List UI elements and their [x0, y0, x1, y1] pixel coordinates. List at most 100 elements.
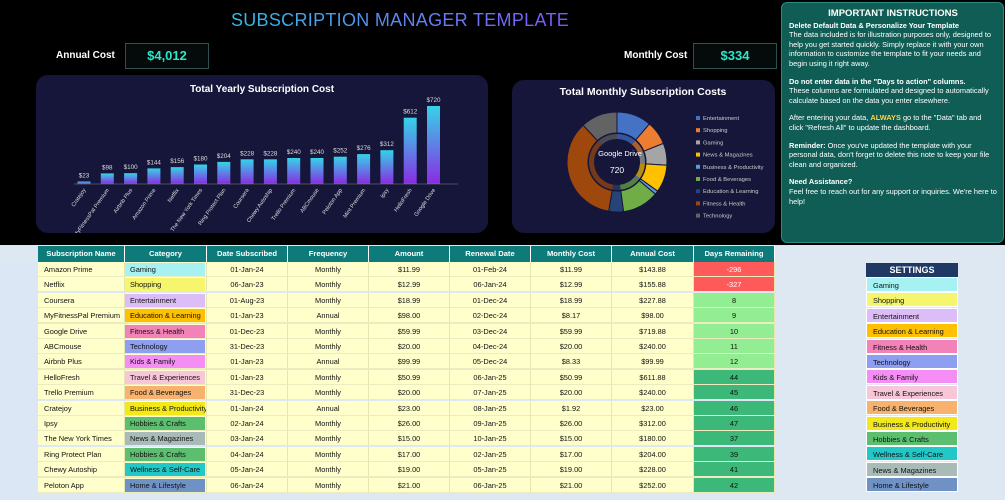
value-label: $204 [217, 153, 232, 160]
heading: Need Assistance? [789, 177, 853, 187]
table-cell: 41 [694, 462, 775, 478]
category-tag: Business & Productivity [125, 401, 206, 415]
category-tag: Gaming [125, 263, 205, 276]
table-cell: 05-Jan-25 [450, 462, 531, 478]
table-cell: $143.88 [612, 262, 694, 277]
category-cell: News & Magazines [125, 431, 207, 447]
table-cell: Annual [288, 400, 369, 416]
category-cell: Education & Learning [125, 308, 207, 324]
settings-title: SETTINGS [866, 263, 958, 277]
table-cell: $11.99 [531, 262, 612, 277]
category-tag: Travel & Experiences [125, 370, 205, 384]
table-cell: $17.00 [369, 446, 450, 462]
table-cell: $19.00 [531, 462, 612, 478]
table-cell: $180.00 [612, 431, 694, 447]
category-tag: Hobbies & Crafts [125, 447, 205, 461]
table-cell: Coursera [38, 292, 125, 308]
legend-swatch [696, 201, 700, 206]
value-label: $144 [147, 159, 162, 166]
table-cell: $23.00 [612, 400, 694, 416]
bar [310, 158, 324, 184]
table-cell: $19.00 [369, 462, 450, 478]
table-cell: 02-Jan-24 [207, 416, 288, 431]
table-cell: MyFitnessPal Premium [38, 308, 125, 324]
table-cell: -296 [694, 262, 775, 277]
table-cell: 06-Jan-23 [207, 277, 288, 293]
bar [333, 156, 347, 184]
table-cell: 03-Jan-24 [207, 431, 288, 447]
annual-cost-label: Annual Cost [56, 50, 115, 61]
category-cell: Hobbies & Crafts [125, 416, 207, 431]
settings-item: Home & Lifestyle [866, 477, 958, 493]
table-cell: $17.00 [531, 446, 612, 462]
instructions-title: IMPORTANT INSTRUCTIONS [828, 8, 958, 19]
bar [403, 117, 417, 184]
heading: Reminder: [789, 140, 826, 150]
table-cell: Peloton App [38, 477, 125, 493]
bar [287, 158, 301, 184]
bar [77, 181, 91, 184]
category-tag: Technology [125, 340, 205, 353]
table-cell: $59.99 [531, 323, 612, 339]
table-cell: $98.00 [369, 308, 450, 324]
column-header: Subscription Name [38, 246, 125, 262]
table-cell: Trello Premium [38, 385, 125, 401]
table-cell: Monthly [288, 385, 369, 401]
settings-item: Shopping [866, 292, 958, 308]
table-cell: $23.00 [369, 400, 450, 416]
table-cell: 42 [694, 477, 775, 493]
table-cell: 47 [694, 416, 775, 431]
donut-segment [582, 111, 618, 142]
table-cell: -327 [694, 277, 775, 293]
legend-swatch [696, 128, 700, 133]
donut-inner-segment [638, 151, 645, 164]
table-cell: Ipsy [38, 416, 125, 431]
table-cell: 37 [694, 431, 775, 447]
legend-label: Fitness & Health [703, 201, 746, 207]
settings-item: Business & Productivity [866, 415, 958, 431]
table-cell: $50.99 [369, 369, 450, 385]
settings-item: News & Magazines [866, 461, 958, 477]
legend-swatch [696, 177, 700, 181]
table-cell: $1.92 [531, 400, 612, 416]
donut-inner-segment [589, 141, 614, 190]
table-cell: The New York Times [38, 431, 125, 447]
value-label: $228 [240, 150, 255, 157]
category-cell: Entertainment [125, 292, 207, 308]
bar [380, 150, 394, 184]
value-label: $23 [79, 173, 90, 180]
donut-inner-segment [631, 140, 643, 154]
table-cell: $12.99 [531, 277, 612, 293]
table-cell: Monthly [288, 262, 369, 277]
table-cell: $719.88 [612, 323, 694, 339]
table-cell: $99.99 [612, 354, 694, 370]
category-cell: Home & Lifestyle [125, 477, 207, 493]
table-cell: 04-Dec-24 [450, 339, 531, 354]
table-cell: 01-Jan-24 [207, 262, 288, 277]
category-cell: Wellness & Self-Care [125, 462, 207, 478]
donut-chart: Total Monthly Subscription Costs Enterta… [512, 80, 775, 233]
table-cell: 06-Jan-24 [207, 477, 288, 493]
instruction: Do not enter data in the "Days to action… [789, 77, 997, 106]
donut-inner-segment [612, 184, 621, 190]
settings-item: Fitness & Health [866, 338, 958, 354]
value-label: $312 [380, 141, 395, 148]
legend-label: News & Magazines [703, 153, 753, 159]
table-cell: $240.00 [612, 385, 694, 401]
legend-label: Gaming [703, 140, 723, 146]
category-cell: Fitness & Health [125, 323, 207, 339]
table-cell: Monthly [288, 369, 369, 385]
instruction: After entering your data, ALWAYS go to t… [789, 113, 997, 132]
table-cell: $18.99 [369, 292, 450, 308]
table-cell: 05-Dec-24 [450, 354, 531, 370]
legend-label: Education & Learning [703, 189, 758, 195]
heading: Do not enter data in the "Days to action… [789, 76, 966, 86]
legend-swatch [696, 213, 700, 218]
value-label: $720 [426, 97, 441, 104]
monthly-cost-label: Monthly Cost [624, 50, 688, 61]
heading: Delete Default Data & Personalize Your T… [789, 20, 960, 30]
text: After entering your data, [789, 113, 871, 123]
table-cell: $312.00 [612, 416, 694, 431]
instructions-panel: IMPORTANT INSTRUCTIONS Delete Default Da… [781, 2, 1004, 243]
